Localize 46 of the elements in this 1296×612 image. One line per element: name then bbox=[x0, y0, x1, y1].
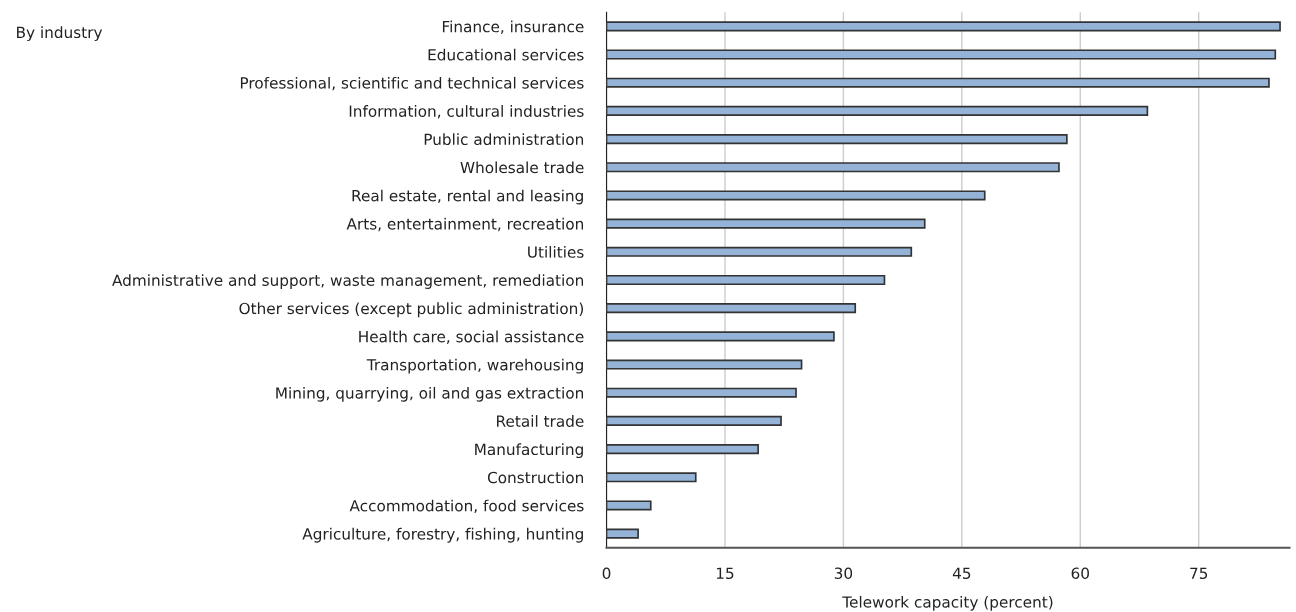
x-tick-label: 30 bbox=[834, 567, 853, 580]
y-tick-label: Information, cultural industries bbox=[349, 105, 584, 119]
bar bbox=[606, 472, 697, 483]
x-tick-label: 0 bbox=[602, 567, 611, 580]
y-tick-label: Health care, social assistance bbox=[359, 330, 584, 344]
bar bbox=[606, 331, 835, 342]
y-tick-label: Finance, insurance bbox=[442, 20, 584, 34]
y-tick-label: Utilities bbox=[528, 246, 584, 258]
y-tick-label: Wholesale trade bbox=[460, 161, 584, 174]
bar bbox=[606, 21, 1281, 32]
bar bbox=[606, 528, 639, 539]
y-axis-title: By industry bbox=[17, 26, 103, 42]
y-tick-label: Educational services bbox=[428, 48, 584, 61]
bar bbox=[606, 162, 1060, 173]
y-tick-label: Administrative and support, waste management, remediation bbox=[112, 274, 584, 289]
y-tick-label: Transportation, warehousing bbox=[366, 358, 583, 374]
bar bbox=[606, 359, 803, 370]
y-tick-label: Real estate, rental and leasing bbox=[352, 189, 583, 205]
y-tick-label: Construction bbox=[487, 471, 584, 484]
bar bbox=[606, 134, 1068, 145]
x-axis-title: Telework capacity (percent) bbox=[842, 595, 1053, 611]
bar bbox=[606, 190, 986, 201]
x-tick-label: 75 bbox=[1190, 567, 1208, 580]
x-tick-label: 15 bbox=[716, 567, 734, 580]
y-tick-label: Public administration bbox=[424, 133, 584, 146]
bar bbox=[606, 303, 857, 314]
bar bbox=[606, 444, 759, 455]
bar bbox=[606, 218, 926, 229]
x-tick-label: 60 bbox=[1071, 567, 1089, 580]
y-tick-label: Arts, entertainment, recreation bbox=[346, 217, 584, 232]
y-tick-label: Mining, quarrying, oil and gas extraction bbox=[276, 386, 584, 402]
y-tick-label: Professional, scientific and technical services bbox=[240, 76, 584, 91]
bar bbox=[606, 274, 886, 286]
y-tick-label: Retail trade bbox=[497, 415, 584, 427]
y-tick-label: Other services (except public administration) bbox=[239, 302, 583, 318]
y-tick-label: Accommodation, food services bbox=[349, 499, 584, 514]
y-tick-label: Agriculture, forestry, fishing, hunting bbox=[302, 527, 583, 543]
bar bbox=[606, 415, 782, 426]
bar bbox=[606, 77, 1270, 88]
bar bbox=[606, 387, 797, 398]
x-tick-label: 45 bbox=[952, 567, 971, 580]
bar bbox=[606, 105, 1149, 116]
bar bbox=[606, 246, 913, 257]
y-tick-label: Manufacturing bbox=[475, 443, 583, 459]
bar bbox=[606, 49, 1277, 60]
bar bbox=[606, 500, 652, 511]
